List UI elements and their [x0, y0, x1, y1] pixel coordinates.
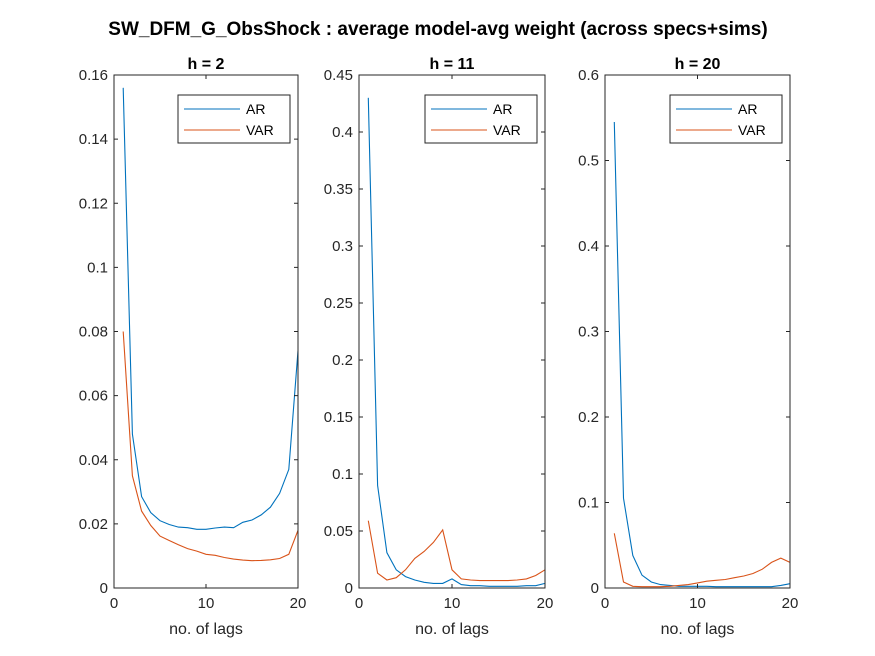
legend-label-ar: AR: [493, 101, 512, 117]
y-tick-label: 0.1: [332, 466, 353, 483]
legend-label-var: VAR: [246, 122, 274, 138]
y-tick-label: 0: [100, 580, 108, 597]
x-axis-label: no. of lags: [661, 621, 735, 638]
y-tick-label: 0.4: [578, 238, 599, 255]
y-tick-label: 0.6: [578, 67, 599, 84]
y-tick-label: 0.5: [578, 153, 599, 170]
x-axis-label: no. of lags: [415, 621, 489, 638]
legend-label-var: VAR: [738, 122, 766, 138]
y-tick-label: 0.25: [324, 295, 353, 312]
legend: AR VAR: [669, 94, 783, 144]
y-tick-label: 0.35: [324, 181, 353, 198]
series-line-ar: [122, 87, 299, 530]
plot-area: [359, 75, 545, 588]
y-tick-label: 0.06: [79, 388, 108, 405]
legend-label-var: VAR: [493, 122, 521, 138]
plot-area: [605, 75, 790, 588]
y-tick-label: 0.2: [578, 409, 599, 426]
legend: AR VAR: [177, 94, 291, 144]
x-tick-label: 20: [537, 595, 554, 612]
subplots: 0 0.02 0.04 0.06 0.08 0.1 0.12 0.14 0.16 0 10 20 h =…: [79, 56, 799, 638]
series-line-ar: [613, 121, 791, 588]
x-tick-label: 20: [290, 595, 307, 612]
y-tick-label: 0.02: [79, 516, 108, 533]
y-tick-label: 0.15: [324, 409, 353, 426]
series-line-var: [122, 331, 299, 562]
x-tick-label: 20: [782, 595, 799, 612]
y-tick-label: 0.1: [578, 495, 599, 512]
y-tick-label: 0.05: [324, 523, 353, 540]
figure-title: SW_DFM_G_ObsShock : average model-avg we…: [108, 19, 767, 40]
y-tick-label: 0.14: [79, 131, 108, 148]
x-tick-label: 0: [601, 595, 609, 612]
x-tick-label: 10: [689, 595, 706, 612]
y-tick-label: 0.45: [324, 67, 353, 84]
x-tick-label: 0: [110, 595, 118, 612]
y-tick-label: 0.3: [332, 238, 353, 255]
subplot-3: 0 0.1 0.2 0.3 0.4 0.5 0.6 0 10 20 h = 20 no. of lag…: [578, 56, 798, 638]
y-tick-label: 0.1: [87, 259, 108, 276]
x-tick-label: 10: [198, 595, 215, 612]
series-line-var: [613, 533, 791, 588]
y-tick-label: 0.2: [332, 352, 353, 369]
series-line-ar: [367, 97, 546, 587]
y-tick-label: 0.16: [79, 67, 108, 84]
series-line-var: [367, 520, 546, 582]
subplot-title: h = 2: [188, 56, 225, 73]
x-tick-label: 10: [444, 595, 461, 612]
legend-label-ar: AR: [246, 101, 265, 117]
legend-box: [669, 94, 783, 144]
subplot-2: 0 0.05 0.1 0.15 0.2 0.25 0.3 0.35 0.4 0.45 0 10 20 h …: [324, 56, 554, 638]
y-tick-label: 0.4: [332, 124, 353, 141]
subplot-1: 0 0.02 0.04 0.06 0.08 0.1 0.12 0.14 0.16 0 10 20 h =…: [79, 56, 307, 638]
y-tick-label: 0.3: [578, 324, 599, 341]
y-tick-label: 0.04: [79, 452, 108, 469]
legend-box: [177, 94, 291, 144]
y-tick-label: 0: [591, 580, 599, 597]
x-tick-label: 0: [355, 595, 363, 612]
legend-label-ar: AR: [738, 101, 757, 117]
x-axis-label: no. of lags: [169, 621, 243, 638]
y-tick-label: 0.12: [79, 195, 108, 212]
y-tick-label: 0: [345, 580, 353, 597]
subplot-title: h = 20: [675, 56, 721, 73]
y-tick-label: 0.08: [79, 324, 108, 341]
subplot-title: h = 11: [430, 56, 475, 73]
legend-box: [424, 94, 538, 144]
legend: AR VAR: [424, 94, 538, 144]
